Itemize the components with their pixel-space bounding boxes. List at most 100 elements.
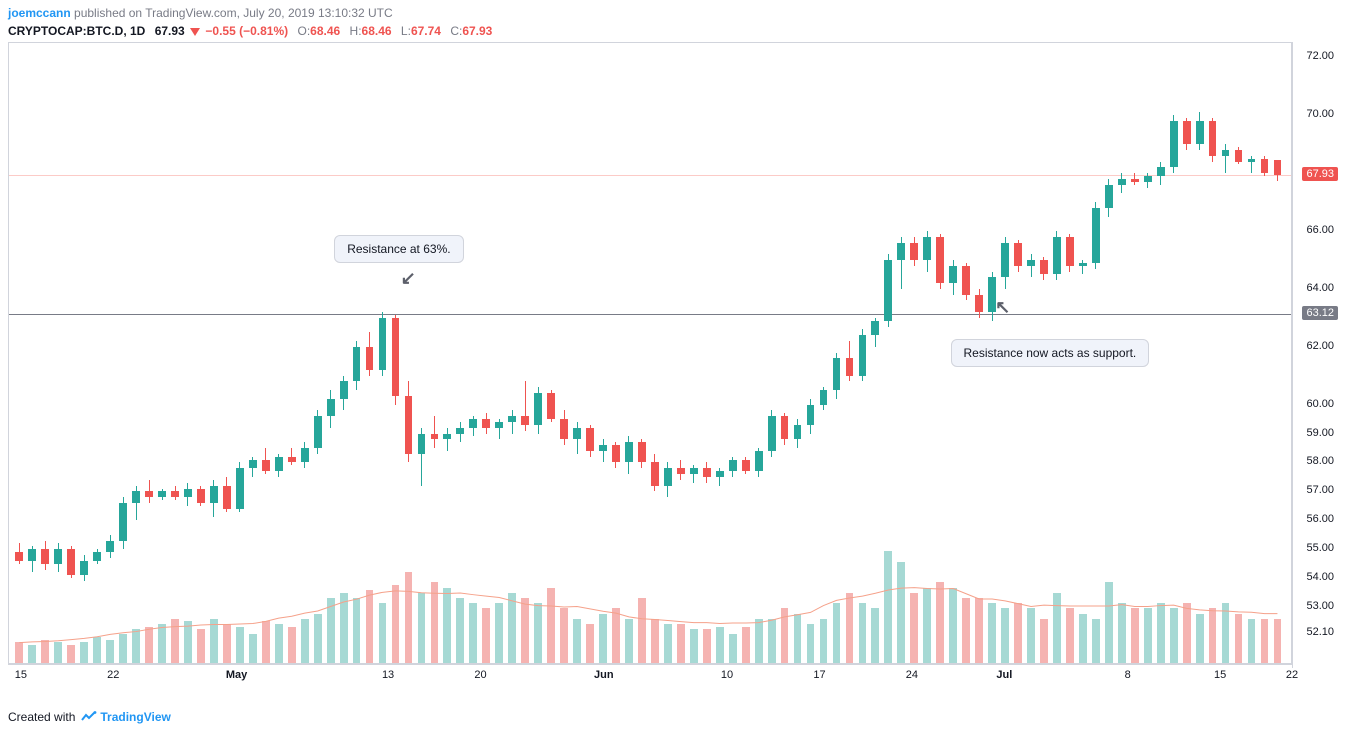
y-axis-tick: 54.00 <box>1306 571 1334 583</box>
candle-wick <box>1225 144 1226 173</box>
y-axis-tick: 66.00 <box>1306 224 1334 236</box>
volume-bar <box>871 608 879 663</box>
candle-body <box>80 561 88 575</box>
candle-body <box>1196 121 1204 144</box>
y-axis-tick: 72.00 <box>1306 50 1334 62</box>
volume-bar <box>1170 608 1178 663</box>
candle-body <box>949 266 957 283</box>
x-axis-tick: 22 <box>107 669 119 681</box>
volume-bar <box>703 629 711 663</box>
L-label: L: <box>401 24 411 38</box>
candle-body <box>508 416 516 422</box>
volume-bar <box>975 598 983 663</box>
candle-body <box>612 445 620 462</box>
volume-bar <box>768 619 776 663</box>
volume-bar <box>145 627 153 663</box>
candle-body <box>1144 176 1152 182</box>
volume-bar <box>586 624 594 663</box>
H-label: H: <box>350 24 362 38</box>
volume-bar <box>794 614 802 663</box>
volume-bar <box>1079 614 1087 663</box>
candle-body <box>54 549 62 563</box>
candle-wick <box>447 428 448 451</box>
volume-bar <box>1131 608 1139 663</box>
candle-body <box>1027 260 1035 266</box>
volume-bar <box>949 588 957 663</box>
volume-bar <box>897 562 905 663</box>
volume-bar <box>781 608 789 663</box>
volume-bar <box>249 634 257 663</box>
tv-logo-icon <box>81 711 97 723</box>
y-axis: 72.0070.0067.9366.0064.0063.1262.0060.00… <box>1292 42 1340 668</box>
candle-body <box>1053 237 1061 275</box>
footer: Created with TradingView <box>8 710 171 724</box>
candle-body <box>1001 243 1009 278</box>
y-axis-tick: 53.00 <box>1306 600 1334 612</box>
x-axis-tick: 10 <box>721 669 733 681</box>
candle-body <box>1066 237 1074 266</box>
C-label: C: <box>450 24 462 38</box>
volume-bar <box>625 619 633 663</box>
candle-body <box>15 552 23 561</box>
chart-annotation: Resistance now acts as support. <box>951 339 1150 367</box>
candle-body <box>132 491 140 503</box>
volume-bar <box>1092 619 1100 663</box>
volume-bar <box>651 619 659 663</box>
candle-body <box>1157 167 1165 176</box>
chart-plot-area[interactable]: Resistance at 63%.↙Resistance now acts a… <box>8 42 1292 664</box>
y-axis-tick: 56.00 <box>1306 513 1334 525</box>
y-axis-tick: 59.00 <box>1306 427 1334 439</box>
candle-body <box>1079 263 1087 266</box>
volume-bar <box>15 642 23 663</box>
candle-body <box>859 335 867 376</box>
volume-bar <box>418 593 426 663</box>
candle-body <box>794 425 802 439</box>
volume-bar <box>41 640 49 663</box>
volume-bar <box>431 582 439 663</box>
candle-body <box>716 471 724 477</box>
y-axis-tick: 60.00 <box>1306 398 1334 410</box>
candle-body <box>573 428 581 440</box>
candle-body <box>67 549 75 575</box>
volume-bar <box>106 640 114 663</box>
x-axis-tick: Jul <box>996 669 1012 681</box>
H-val: 68.46 <box>362 24 392 38</box>
volume-bar <box>1209 608 1217 663</box>
candle-body <box>93 552 101 561</box>
volume-bar <box>573 619 581 663</box>
volume-bar <box>456 598 464 663</box>
candle-body <box>521 416 529 425</box>
candle-body <box>119 503 127 541</box>
candle-body <box>833 358 841 390</box>
volume-bar <box>67 645 75 663</box>
candle-body <box>897 243 905 260</box>
volume-bar <box>132 629 140 663</box>
candle-body <box>184 489 192 498</box>
volume-bar <box>1157 603 1165 663</box>
candle-body <box>456 428 464 434</box>
candle-body <box>262 460 270 472</box>
publish-meta: published on TradingView.com, July 20, 2… <box>71 6 393 20</box>
candle-body <box>327 399 335 416</box>
volume-bar <box>560 608 568 663</box>
chart-annotation: Resistance at 63%. <box>334 235 463 263</box>
arrow-icon: ↖ <box>995 297 1010 318</box>
candle-body <box>638 442 646 462</box>
volume-bar <box>820 619 828 663</box>
candle-body <box>340 381 348 398</box>
candle-body <box>288 457 296 463</box>
volume-bar <box>80 642 88 663</box>
volume-bar <box>716 627 724 663</box>
candle-body <box>1183 121 1191 144</box>
down-arrow-icon <box>190 28 200 36</box>
price-line <box>9 175 1291 176</box>
y-axis-tick: 58.00 <box>1306 455 1334 467</box>
candle-body <box>431 434 439 440</box>
volume-bar <box>262 621 270 663</box>
candle-body <box>1248 159 1256 162</box>
candle-body <box>846 358 854 375</box>
volume-bar <box>210 619 218 663</box>
candle-wick <box>512 410 513 433</box>
x-axis-tick: 22 <box>1286 669 1298 681</box>
volume-bar <box>1053 593 1061 663</box>
